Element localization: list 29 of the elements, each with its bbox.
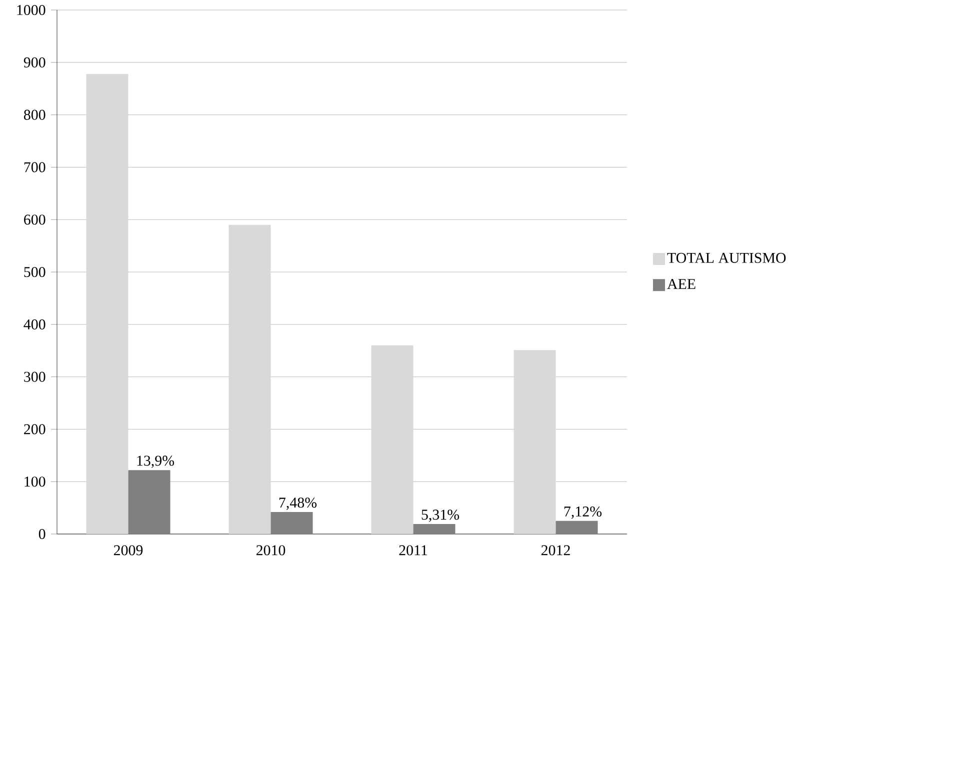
y-tick-label: 500 [24,267,46,278]
annotation: 7,48% [279,498,317,510]
y-tick-label: 700 [24,162,46,172]
y-tick-label: 0 [38,529,46,540]
bar [556,521,598,534]
annotation: 13,9% [137,456,174,468]
bar [128,470,170,534]
bar [270,512,313,534]
bar [514,350,556,534]
bar [86,74,128,534]
legend-label: AEE [667,279,696,290]
y-tick-label: 1000 [17,5,46,16]
y-tick-label: 300 [24,372,46,382]
annotation: 5,31% [422,510,460,522]
bar [228,225,271,534]
y-tick-label: 800 [24,110,46,120]
x-tick-label: 2010 [256,545,286,556]
x-tick-label: 2009 [114,545,143,556]
x-tick-label: 2011 [399,545,428,556]
y-tick-label: 600 [24,214,46,225]
bar [413,524,456,534]
x-tick-label: 2012 [541,545,570,556]
y-tick-label: 400 [24,320,46,330]
legend-label: TOTAL AUTISMO [667,253,786,264]
annotation: 7,12% [564,506,602,519]
y-tick-label: 200 [24,424,46,434]
bar [371,346,414,534]
y-tick-label: 900 [24,58,46,68]
y-tick-label: 100 [24,476,46,487]
